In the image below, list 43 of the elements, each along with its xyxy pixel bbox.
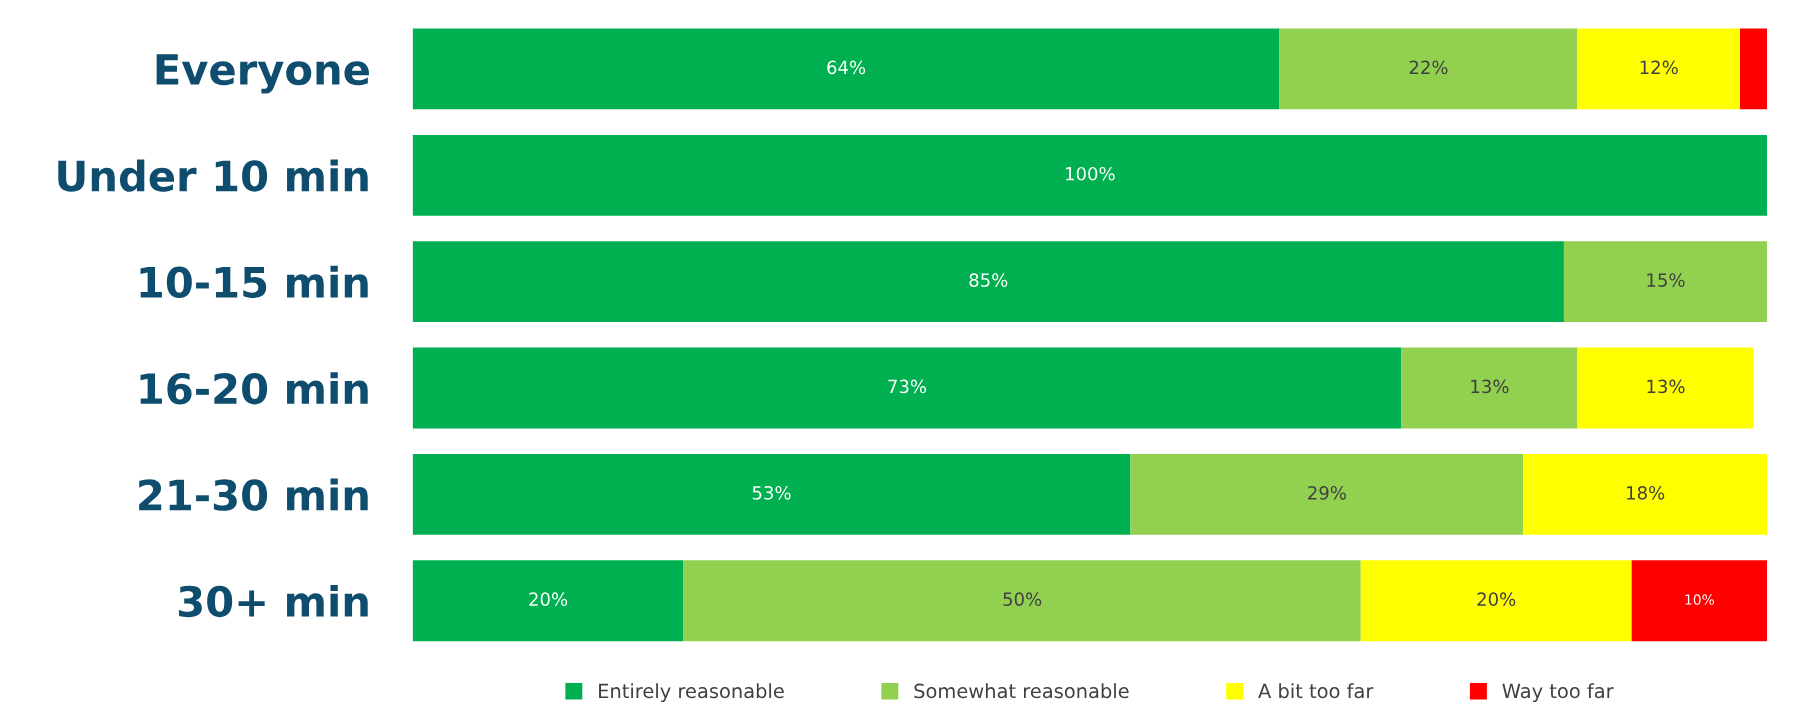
y-tick-label: Everyone (156, 54, 369, 94)
data-label: 73% (888, 379, 927, 394)
data-label: 20% (1477, 592, 1516, 607)
legend-label: A bit too far (1258, 683, 1374, 699)
data-label: 20% (529, 592, 568, 607)
bar (1577, 28, 1740, 110)
data-label: 13% (1647, 379, 1685, 394)
data-label: 12% (1640, 60, 1678, 75)
bar (412, 134, 1768, 216)
bar (1631, 560, 1768, 642)
data-label: 64% (827, 60, 866, 75)
bar (412, 560, 684, 642)
bar (683, 560, 1361, 642)
legend-label: Entirely reasonable (599, 683, 784, 703)
data-label: 50% (1003, 592, 1042, 607)
data-label: 22% (1409, 60, 1448, 75)
legend-label: Way too far (1502, 683, 1614, 703)
data-label: 85% (969, 273, 1008, 287)
y-tick-label: 10-15 min (140, 265, 368, 299)
bar (1577, 347, 1754, 429)
bar (1279, 28, 1578, 110)
y-tick-label: 30+ min (178, 584, 368, 618)
data-label: 18% (1627, 485, 1665, 500)
bar (1563, 241, 1768, 323)
bar (1401, 347, 1578, 429)
y-tick-label: Under 10 min (58, 159, 368, 192)
legend-label: Somewhat reasonable (914, 683, 1129, 699)
bar (412, 241, 1564, 323)
bar (1523, 453, 1768, 535)
data-label: 10% (1685, 594, 1715, 605)
y-tick-label: 16-20 min (140, 372, 368, 405)
data-label: 15% (1647, 273, 1685, 287)
bar (412, 347, 1402, 429)
data-label: 100% (1066, 166, 1115, 181)
bar (412, 28, 1280, 110)
data-label: 53% (752, 485, 791, 500)
bar (412, 453, 1131, 535)
y-tick-label: 21-30 min (139, 478, 368, 511)
data-label: 29% (1308, 485, 1346, 500)
bar (1130, 453, 1524, 535)
bar (1360, 560, 1632, 642)
bar (1740, 28, 1768, 110)
data-label: 13% (1471, 379, 1509, 394)
